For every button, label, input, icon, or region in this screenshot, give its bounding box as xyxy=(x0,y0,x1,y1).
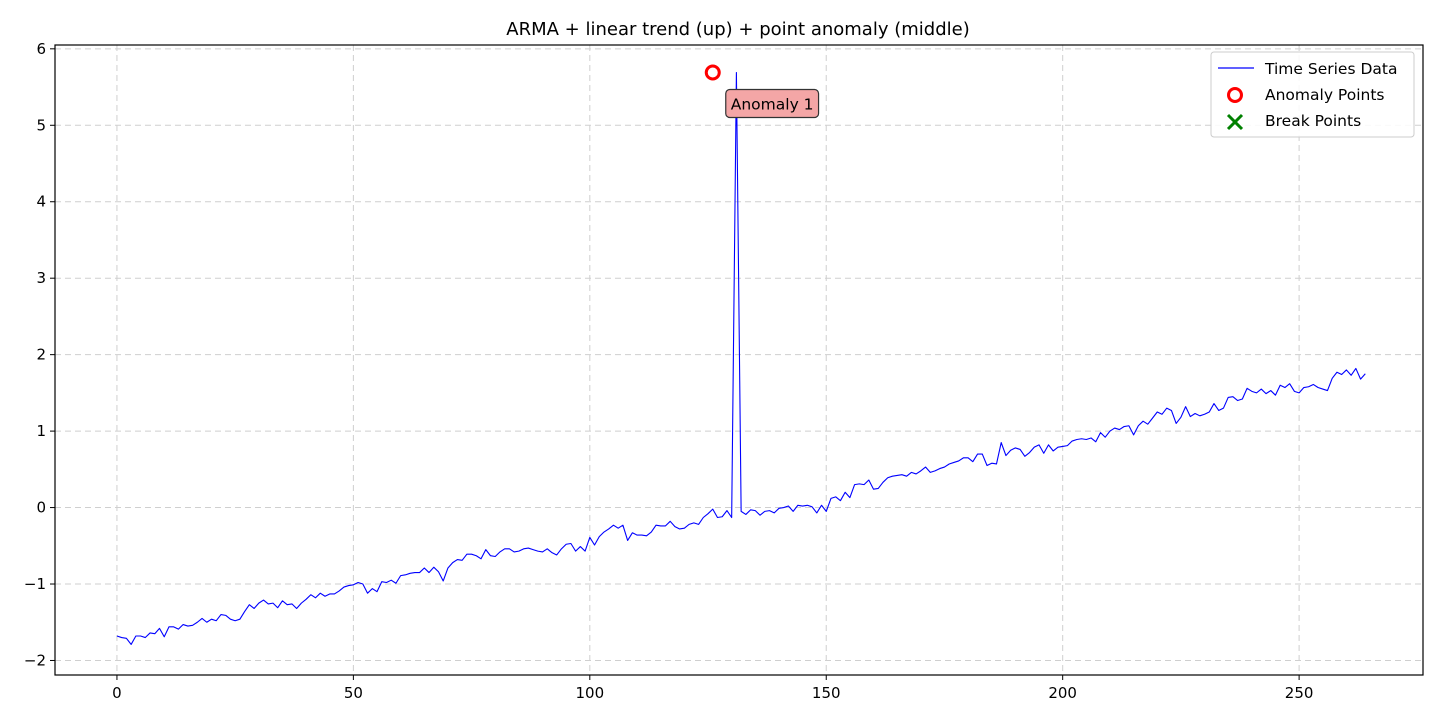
plot-area-frame xyxy=(54,44,1424,676)
chart-title: ARMA + linear trend (up) + point anomaly… xyxy=(506,19,969,40)
marker-layer xyxy=(704,64,721,81)
x-tick-label: 0 xyxy=(112,684,122,702)
legend-label-break: Break Points xyxy=(1265,112,1361,130)
x-tick-label: 250 xyxy=(1285,684,1314,702)
annotation-box xyxy=(725,88,820,119)
legend: Time Series Data Anomaly Points Break Po… xyxy=(1210,51,1415,138)
annotation-layer: Anomaly 1 xyxy=(725,88,820,119)
x-tick-label: 100 xyxy=(575,684,604,702)
y-tick-label: −1 xyxy=(24,575,46,593)
anomaly-point-marker xyxy=(704,64,721,81)
x-tick-label: 200 xyxy=(1048,684,1077,702)
legend-swatch-break xyxy=(1226,113,1244,131)
axis-ticks: 0 50 100 150 200 250 −2 −1 0 1 2 3 4 5 6 xyxy=(24,40,1314,702)
y-tick-label: 4 xyxy=(36,193,46,211)
legend-frame xyxy=(1210,51,1415,138)
legend-swatch-anomaly xyxy=(1227,87,1243,103)
anomaly-annotation: Anomaly 1 xyxy=(725,88,820,119)
y-tick-label: 1 xyxy=(36,422,46,440)
y-tick-label: −2 xyxy=(24,651,46,669)
x-tick-label: 150 xyxy=(812,684,841,702)
legend-label-series: Time Series Data xyxy=(1264,60,1397,78)
series-layer xyxy=(116,71,1366,645)
annotation-label: Anomaly 1 xyxy=(731,96,814,114)
y-tick-label: 5 xyxy=(36,116,46,134)
y-tick-label: 3 xyxy=(36,269,46,287)
y-tick-label: 6 xyxy=(36,40,46,58)
legend-label-anomaly: Anomaly Points xyxy=(1265,86,1384,104)
x-tick-label: 50 xyxy=(344,684,363,702)
y-tick-label: 0 xyxy=(36,499,46,517)
y-tick-label: 2 xyxy=(36,346,46,364)
series-line-time-series-data xyxy=(116,71,1366,645)
